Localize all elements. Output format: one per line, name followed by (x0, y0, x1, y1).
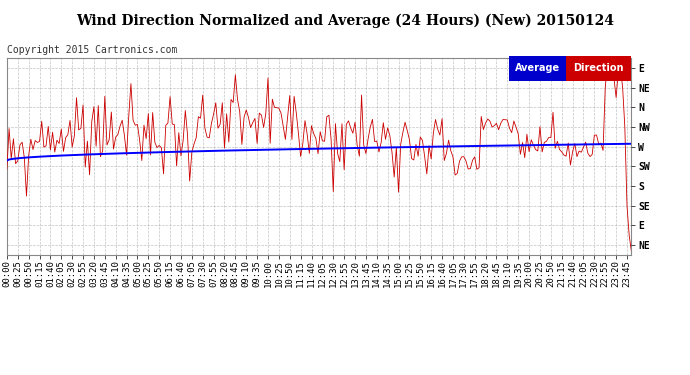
Text: Wind Direction Normalized and Average (24 Hours) (New) 20150124: Wind Direction Normalized and Average (2… (76, 13, 614, 27)
Text: Copyright 2015 Cartronics.com: Copyright 2015 Cartronics.com (7, 45, 177, 55)
Text: Direction: Direction (573, 63, 624, 74)
Text: Average: Average (515, 63, 560, 74)
